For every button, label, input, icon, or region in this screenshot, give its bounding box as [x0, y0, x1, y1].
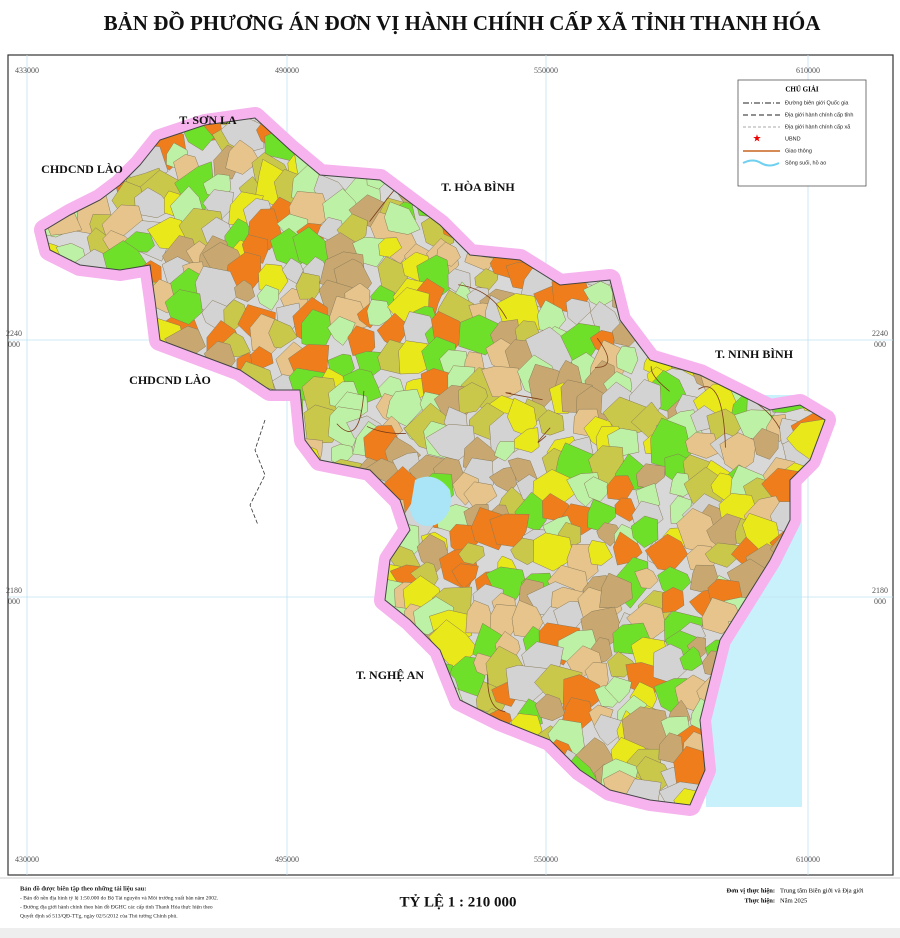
commune — [458, 382, 488, 415]
commune — [164, 289, 203, 325]
source-note: - Đường địa giới hành chính theo bản đồ … — [20, 903, 213, 910]
legend-label: Giao thông — [785, 148, 812, 154]
coordinate-label: 433000 — [15, 66, 39, 75]
coordinate-label: 610000 — [796, 66, 820, 75]
region-labels: T. SƠN LA CHDCND LÀO T. HÒA BÌNH CHDCND LÀO… — [41, 113, 794, 682]
coordinate-label: 000 — [874, 597, 886, 606]
road — [366, 426, 407, 434]
legend-label: Địa giới hành chính cấp xã — [785, 124, 851, 130]
commune — [685, 432, 720, 459]
coordinate-label: 2180 — [872, 586, 888, 595]
scale-label: TỶ LỆ 1 : 210 000 — [399, 893, 516, 910]
road — [595, 337, 609, 368]
commune — [384, 201, 421, 235]
coordinate-label: 490000 — [275, 66, 299, 75]
road — [487, 674, 506, 712]
commune — [626, 778, 662, 805]
commune — [753, 428, 779, 460]
commune — [634, 567, 659, 589]
coordinate-label: 610000 — [796, 855, 820, 864]
credit-value: Năm 2025 — [780, 897, 807, 904]
legend-label: Địa giới hành chính cấp tỉnh — [785, 111, 853, 118]
credit-label: Đơn vị thực hiện: — [727, 887, 776, 894]
commune — [378, 237, 403, 258]
coordinate-label: 430000 — [15, 855, 39, 864]
coordinate-label: 000 — [8, 597, 20, 606]
bottom-strip — [0, 928, 900, 938]
legend-symbol — [742, 159, 780, 167]
commune — [669, 472, 692, 497]
legend-label: Sông suối, hồ ao — [785, 160, 826, 166]
source-note: - Bản đồ nền địa hình tỷ lệ 1:50.000 do … — [20, 894, 219, 901]
commune — [604, 676, 632, 704]
commune — [481, 365, 522, 398]
commune — [616, 345, 639, 375]
road — [458, 284, 507, 319]
legend: CHÚ GIẢI Đường biên giới Quốc gia Địa giới… — [737, 79, 867, 187]
commune — [366, 299, 393, 326]
commune — [234, 279, 256, 302]
credit-label: Thực hiện: — [745, 897, 775, 904]
coordinate-label: 550000 — [534, 855, 558, 864]
map-title: BẢN ĐỒ PHƯƠNG ÁN ĐƠN VỊ HÀNH CHÍNH CẤP X… — [104, 11, 822, 35]
legend-label: Đường biên giới Quốc gia — [785, 100, 849, 106]
commune — [533, 532, 574, 572]
region-label: CHDCND LÀO — [41, 162, 123, 176]
region-label: T. HÒA BÌNH — [441, 180, 515, 194]
coordinate-label: 550000 — [534, 66, 558, 75]
commune — [583, 476, 608, 502]
road — [698, 386, 726, 448]
credit-value: Trung tâm Biên giới và Địa giới — [780, 887, 864, 894]
source-note: Bản đồ được biên tập theo những tài liệu… — [20, 885, 146, 892]
road — [505, 392, 543, 401]
region-label: T. NGHỆ AN — [356, 668, 424, 682]
region-label: CHDCND LÀO — [129, 373, 211, 387]
legend-symbol: ★ — [753, 133, 762, 144]
region-label: T. NINH BÌNH — [715, 347, 794, 361]
coordinate-label: 000 — [8, 340, 20, 349]
province-border — [44, 117, 826, 806]
map-frame — [7, 54, 894, 876]
commune — [513, 427, 540, 453]
commune — [631, 515, 659, 549]
source-note: Quyết định số 513/QĐ-TTg, ngày 02/5/2012… — [20, 912, 178, 919]
commune — [679, 646, 703, 671]
coordinate-label: 2240 — [6, 329, 22, 338]
commune — [225, 139, 260, 175]
commune — [327, 316, 356, 346]
commune — [458, 314, 499, 356]
coordinate-label: 2180 — [6, 586, 22, 595]
region-label: T. SƠN LA — [179, 113, 237, 127]
commune — [599, 572, 633, 609]
coordinate-label: 2240 — [872, 329, 888, 338]
commune — [587, 540, 613, 566]
road — [537, 427, 551, 443]
commune — [257, 284, 280, 311]
lake — [410, 476, 451, 526]
commune — [458, 542, 485, 565]
commune — [534, 693, 566, 721]
legend-box — [737, 79, 867, 187]
legend-label: UBND — [785, 136, 801, 142]
road — [336, 390, 365, 432]
commune — [538, 409, 565, 436]
coordinate-label: 495000 — [275, 855, 299, 864]
commune — [268, 318, 298, 349]
road — [650, 366, 670, 392]
coordinate-label: 000 — [874, 340, 886, 349]
commune — [134, 187, 173, 219]
border-line — [249, 419, 266, 526]
legend-title: CHÚ GIẢI — [785, 86, 819, 94]
footer: Bản đồ được biên tập theo những tài liệu… — [20, 885, 864, 919]
